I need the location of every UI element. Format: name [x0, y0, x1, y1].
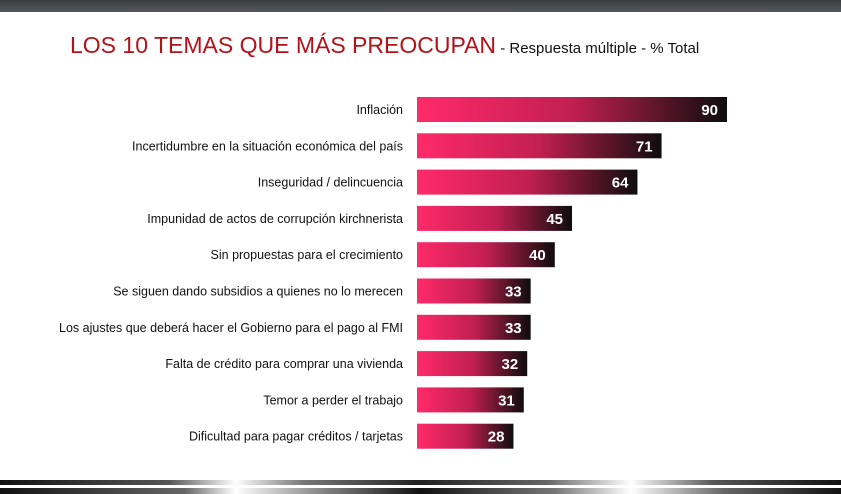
category-label: Inseguridad / delincuencia: [258, 176, 403, 190]
category-label: Falta de crédito para comprar una vivien…: [165, 357, 403, 371]
data-label: 40: [529, 247, 546, 264]
footer-stripe: [0, 480, 841, 485]
category-label: Sin propuestas para el crecimiento: [211, 248, 404, 262]
data-label: 64: [612, 175, 629, 192]
data-label: 31: [498, 392, 515, 409]
bar: [417, 387, 524, 413]
data-label: 90: [701, 102, 718, 119]
data-label: 71: [636, 138, 653, 155]
footer-stripe: [0, 488, 841, 494]
category-label: Incertidumbre en la situación económica …: [132, 139, 403, 153]
data-label: 32: [502, 356, 519, 373]
data-label: 33: [505, 284, 522, 301]
category-label: Impunidad de actos de corrupción kirchne…: [147, 212, 403, 226]
bar: [417, 97, 727, 122]
category-label: Los ajustes que deberá hacer el Gobierno…: [59, 321, 403, 335]
chart-title: LOS 10 TEMAS QUE MÁS PREOCUPAN - Respues…: [70, 32, 699, 59]
bar: [417, 314, 531, 340]
data-label: 28: [488, 429, 505, 446]
bar: [417, 133, 662, 159]
category-label: Temor a perder el trabajo: [263, 393, 403, 407]
category-label: Dificultad para pagar créditos / tarjeta…: [189, 430, 403, 444]
top-bar: [0, 0, 841, 12]
title-main: LOS 10 TEMAS QUE MÁS PREOCUPAN: [70, 32, 497, 58]
data-label: 33: [505, 320, 522, 337]
title-subtitle: - Respuesta múltiple - % Total: [496, 40, 700, 57]
bar: [417, 278, 531, 304]
bar: [417, 351, 528, 377]
bar: [417, 423, 514, 449]
category-label: Se siguen dando subsidios a quienes no l…: [113, 285, 403, 299]
bar: [417, 205, 572, 231]
data-label: 45: [546, 211, 563, 228]
category-label: Inflación: [356, 103, 403, 117]
bar: [417, 169, 638, 195]
bar: [417, 242, 555, 268]
